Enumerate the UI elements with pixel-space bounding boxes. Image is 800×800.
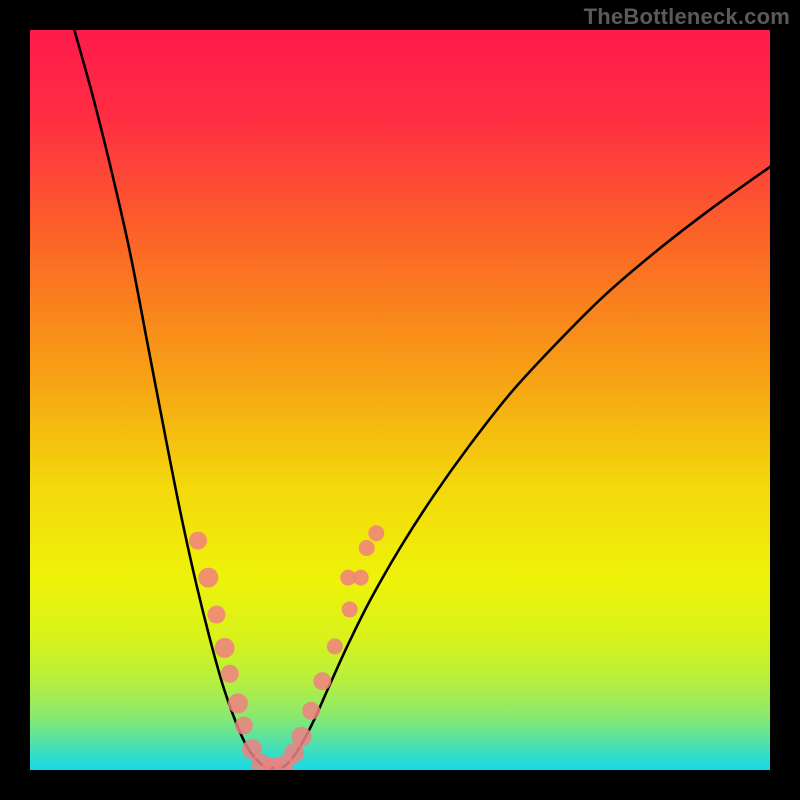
data-marker [359,540,375,556]
data-marker [198,568,218,588]
data-marker [302,702,320,720]
data-marker [207,606,225,624]
data-marker [292,727,312,747]
plot-svg [30,30,770,770]
watermark-text: TheBottleneck.com [584,4,790,30]
data-marker [342,601,358,617]
chart-frame: TheBottleneck.com [0,0,800,800]
data-marker [353,570,369,586]
data-marker [235,717,253,735]
plot-area [30,30,770,770]
data-marker [215,638,235,658]
data-marker [189,532,207,550]
data-marker [368,525,384,541]
data-marker [228,693,248,713]
data-marker [221,665,239,683]
data-marker [327,638,343,654]
gradient-background [30,30,770,770]
data-marker [313,672,331,690]
